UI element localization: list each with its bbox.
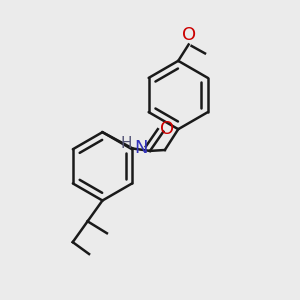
Text: O: O xyxy=(160,121,175,139)
Text: N: N xyxy=(134,139,148,157)
Text: H: H xyxy=(121,136,132,151)
Text: O: O xyxy=(182,26,196,44)
